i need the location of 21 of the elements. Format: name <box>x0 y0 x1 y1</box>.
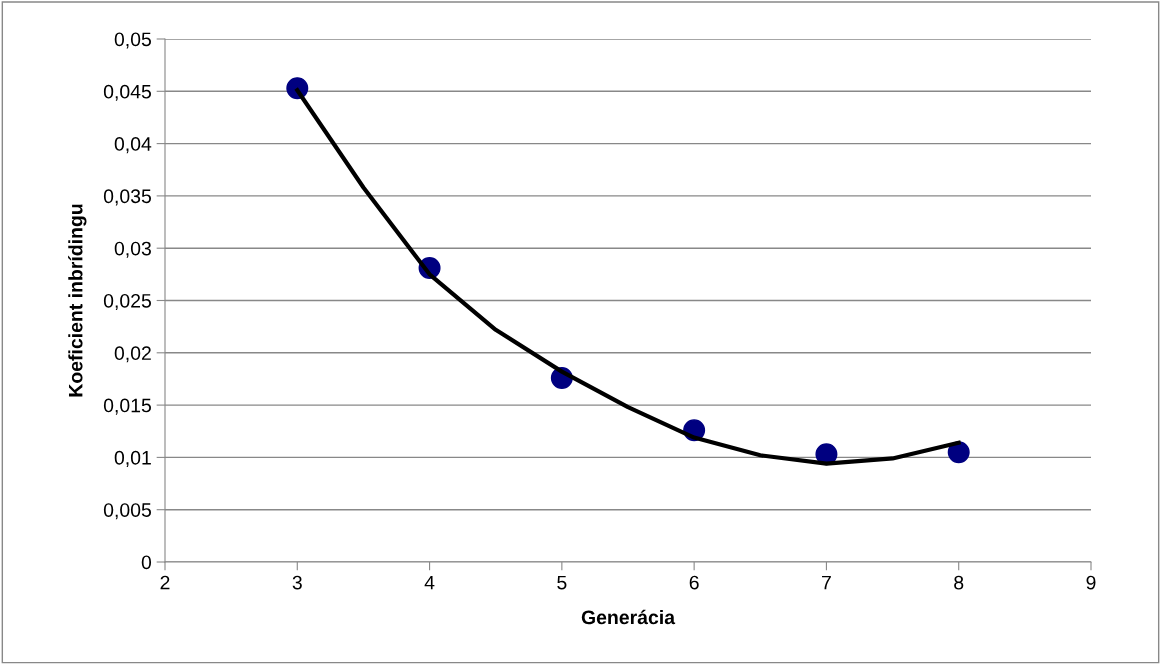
x-tick-label: 4 <box>424 575 435 590</box>
y-tick-label: 0,05 <box>114 32 151 49</box>
x-tick-label: 6 <box>689 575 699 590</box>
x-tick-label: 7 <box>822 575 831 590</box>
y-tick-label: 0,04 <box>114 137 152 154</box>
y-tick-label: 0,02 <box>114 346 151 363</box>
x-tick-label: 8 <box>954 575 964 590</box>
y-tick-label: 0,025 <box>103 293 151 311</box>
y-axis-title: Koeficient inbrídingu <box>68 204 87 397</box>
y-tick-label: 0 <box>141 555 152 570</box>
y-tick-label: 0,015 <box>103 398 151 415</box>
y-tick-label: 0,03 <box>114 241 151 258</box>
x-tick-label: 9 <box>1086 575 1096 590</box>
y-tick-label: 0,005 <box>103 503 151 520</box>
x-axis-title: Generácia <box>581 609 676 625</box>
x-tick-label: 3 <box>292 575 302 590</box>
x-tick-label: 5 <box>557 575 567 590</box>
x-tick-label: 2 <box>160 575 170 590</box>
y-tick-label: 0,035 <box>103 189 151 206</box>
y-tick-label: 0,045 <box>103 84 151 101</box>
y-tick-label: 0,01 <box>114 450 151 467</box>
